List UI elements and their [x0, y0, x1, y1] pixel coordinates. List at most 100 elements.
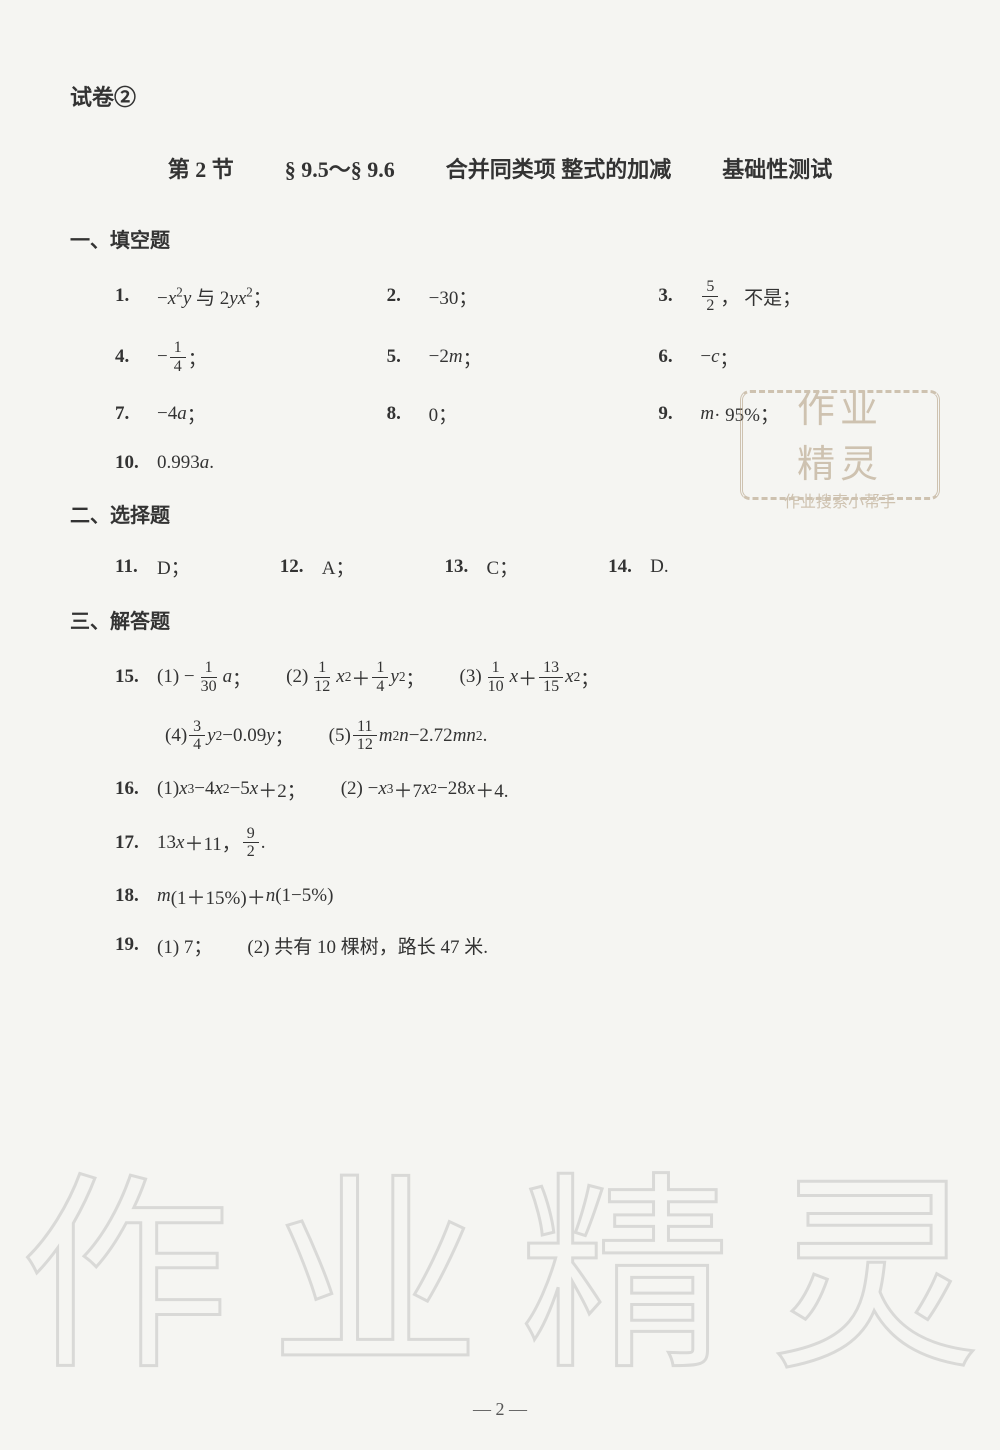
sup: 2 [399, 669, 406, 685]
denom: 2 [702, 297, 718, 315]
q15-p2: (2) 112 x2 ＋ 14 y2 ； [286, 659, 424, 695]
denom: 12 [353, 736, 377, 754]
txt: ； [275, 722, 294, 749]
var: x [250, 778, 258, 800]
q15-p4: (4) 34 y2 −0.09y ； [165, 718, 294, 754]
wm-char: 灵 [770, 1106, 980, 1410]
var: x [422, 778, 430, 800]
q6-tail: ； [720, 344, 739, 371]
var: m [379, 725, 393, 747]
stamp-sub: 作业搜索小帮手 [784, 488, 896, 512]
var: x [510, 666, 518, 688]
fraction: 130 [197, 659, 221, 695]
lbl: (5) [329, 725, 351, 747]
var: x [336, 666, 344, 688]
fraction: 52 [702, 278, 718, 314]
numer: 5 [702, 278, 718, 297]
sup: 2 [345, 669, 352, 685]
numer: 3 [189, 718, 205, 737]
txt: ＋4. [475, 776, 508, 803]
denom: 4 [189, 736, 205, 754]
txt: − [157, 288, 168, 309]
txt: −2.72 [409, 725, 453, 747]
lbl: (1) − [157, 666, 195, 688]
q-num: 16. [115, 778, 145, 800]
q4-pre: − [157, 346, 168, 368]
section-solve-heading: 三、解答题 [70, 605, 930, 634]
q8-ans: 0； [429, 400, 458, 427]
denom: 12 [310, 678, 334, 696]
var: c [711, 346, 719, 368]
var: a [200, 452, 210, 474]
var: m [449, 346, 463, 368]
denom: 30 [197, 678, 221, 696]
q10-tail: . [209, 452, 214, 474]
q-num: 18. [115, 885, 145, 907]
fill-row-2: 4. − 14 ； 5. −2m； 6. −c； [115, 339, 930, 375]
var: y [183, 288, 191, 309]
sup: 2 [246, 284, 253, 299]
txt: 与 2 [191, 288, 229, 309]
txt: ； [406, 664, 425, 691]
denom: 4 [372, 678, 388, 696]
q7-pre: −4 [157, 403, 177, 425]
var: x [179, 778, 187, 800]
q5-pre: −2 [429, 346, 449, 368]
q-num: 11. [115, 556, 145, 578]
q-num: 14. [608, 556, 638, 578]
denom: 2 [243, 843, 259, 861]
numer: 9 [243, 825, 259, 844]
fraction: 1315 [539, 659, 563, 695]
q19-line: 19. (1) 7； (2) 共有 10 棵树，路长 47 米. [115, 932, 930, 959]
txt: (1−5%) [275, 885, 333, 907]
var: n [266, 885, 276, 907]
sup: 2 [574, 669, 581, 685]
numer: 1 [372, 659, 388, 678]
wm-char: 业 [270, 1106, 480, 1410]
q-num: 19. [115, 934, 145, 956]
txt: . [483, 725, 488, 747]
q-num: 10. [115, 452, 145, 474]
q16-line: 16. (1) x3−4x2−5x＋2； (2) − x3＋7x2−28x＋4. [115, 776, 930, 803]
q-num: 4. [115, 346, 145, 368]
var: x [168, 288, 176, 309]
txt: −28 [437, 778, 467, 800]
q15-p1: (1) − 130 a； [157, 659, 251, 695]
q-num: 6. [658, 346, 688, 368]
title-range: § 9.5～§ 9.6 [285, 157, 395, 182]
txt: (1＋15%)＋ [171, 883, 266, 910]
var: y [390, 666, 398, 688]
page-number: — 2 — [0, 1399, 1000, 1420]
stamp-watermark: 作业 精灵 作业搜索小帮手 [740, 390, 940, 500]
q15-p3: (3) 110 x ＋ 1315 x2 ； [460, 659, 600, 695]
txt: ； [232, 664, 251, 691]
var: n [399, 725, 409, 747]
q-num: 17. [115, 832, 145, 854]
q16-p2: (2) − x3＋7x2−28x＋4. [341, 776, 509, 803]
var: x [214, 778, 222, 800]
q-num: 12. [280, 556, 310, 578]
var: y [207, 725, 215, 747]
title-topic: 合并同类项 整式的加减 [446, 157, 672, 182]
var: m [700, 403, 714, 425]
numer: 1 [201, 659, 217, 678]
var: x [176, 832, 184, 854]
txt: 13 [157, 832, 176, 854]
q14-ans: D. [650, 556, 668, 578]
sup: 2 [176, 284, 183, 299]
var: a [223, 666, 233, 688]
txt: ＋ [518, 664, 537, 691]
sup: 2 [476, 728, 483, 744]
fraction: 112 [310, 659, 334, 695]
var: mn [453, 725, 476, 747]
q-num: 15. [115, 666, 145, 688]
txt: −4 [194, 778, 214, 800]
q6-pre: − [700, 346, 711, 368]
fraction: 34 [189, 718, 205, 754]
stamp-frame: 作业 精灵 作业搜索小帮手 [740, 390, 940, 500]
q-num: 1. [115, 285, 145, 307]
var: yx [229, 288, 246, 309]
lbl: (1) [157, 778, 179, 800]
var: m [157, 885, 171, 907]
denom: 10 [484, 678, 508, 696]
